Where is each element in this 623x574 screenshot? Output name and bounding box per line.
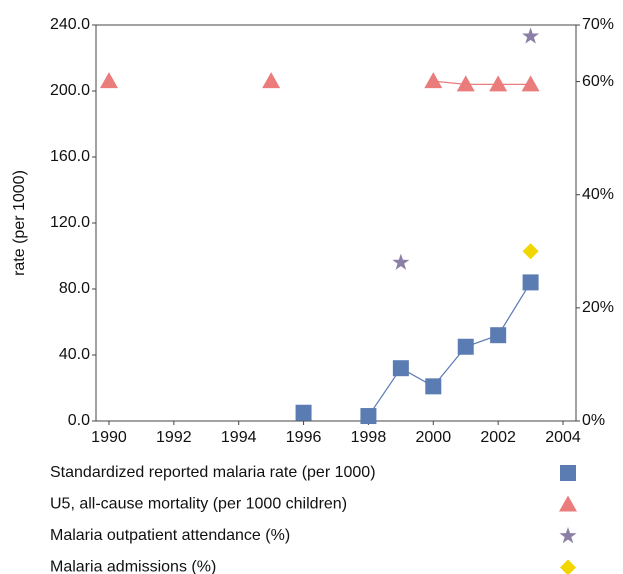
legend-marker — [559, 527, 577, 544]
marker — [489, 75, 508, 92]
y-tick-label: 240.0 — [50, 16, 90, 33]
x-tick-label: 1994 — [221, 429, 257, 446]
marker — [295, 404, 312, 421]
marker — [392, 253, 410, 270]
legend-label: U5, all-cause mortality (per 1000 childr… — [50, 496, 347, 513]
y-axis-label: rate (per 1000) — [11, 170, 28, 276]
series-line — [433, 80, 531, 85]
series-line — [367, 282, 532, 417]
y-tick-label: 120.0 — [50, 214, 90, 231]
y-tick-label: 0.0 — [68, 412, 90, 429]
marker — [457, 338, 474, 355]
marker — [262, 72, 281, 89]
legend-label: Malaria admissions (%) — [50, 559, 216, 574]
marker — [490, 327, 507, 344]
marker — [522, 27, 540, 44]
marker — [522, 274, 539, 291]
marker — [99, 72, 118, 89]
marker — [425, 378, 442, 395]
x-tick-label: 1998 — [351, 429, 387, 446]
y2-tick-label: 0% — [582, 412, 605, 429]
x-tick-label: 2000 — [416, 429, 452, 446]
marker — [522, 243, 539, 260]
legend-label: Malaria outpatient attendance (%) — [50, 527, 290, 544]
y-tick-label: 80.0 — [59, 280, 90, 297]
y2-tick-label: 20% — [582, 299, 614, 316]
x-tick-label: 2004 — [545, 429, 581, 446]
x-tick-label: 1990 — [91, 429, 127, 446]
marker — [456, 75, 475, 92]
marker — [424, 72, 443, 89]
y2-tick-label: 70% — [582, 16, 614, 33]
x-tick-label: 1996 — [286, 429, 322, 446]
y2-tick-label: 60% — [582, 73, 614, 90]
x-tick-label: 2002 — [480, 429, 516, 446]
marker — [360, 408, 377, 425]
legend-marker — [559, 495, 577, 512]
y-tick-label: 200.0 — [50, 82, 90, 99]
legend-marker — [560, 559, 576, 574]
legend-label: Standardized reported malaria rate (per … — [50, 464, 376, 481]
y-tick-label: 160.0 — [50, 148, 90, 165]
x-tick-label: 1992 — [156, 429, 192, 446]
y2-tick-label: 40% — [582, 186, 614, 203]
marker — [392, 360, 409, 377]
y-tick-label: 40.0 — [59, 346, 90, 363]
marker — [521, 75, 540, 92]
legend-marker — [560, 465, 576, 481]
